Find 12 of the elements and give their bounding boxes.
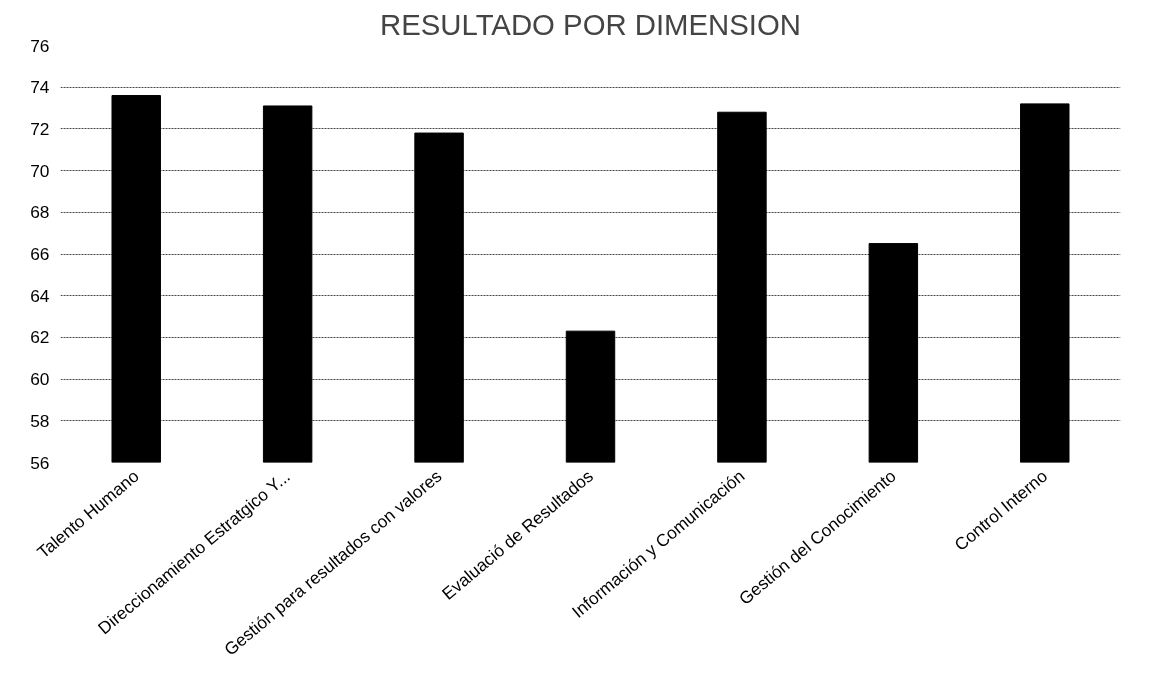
- y-tick-label: 72: [30, 118, 50, 139]
- y-tick-label: 58: [30, 410, 50, 431]
- y-tick-label: 62: [30, 327, 50, 348]
- y-tick-label: 60: [30, 369, 50, 390]
- y-tick-label: 70: [30, 160, 50, 181]
- y-tick-label: 68: [30, 202, 50, 223]
- chart-title: RESULTADO POR DIMENSION: [380, 7, 801, 41]
- y-tick-label: 74: [30, 77, 50, 98]
- y-tick-label: 76: [30, 35, 50, 56]
- y-tick-label: 64: [30, 285, 50, 306]
- y-tick-label: 66: [30, 244, 50, 264]
- y-tick-label: 56: [30, 452, 50, 473]
